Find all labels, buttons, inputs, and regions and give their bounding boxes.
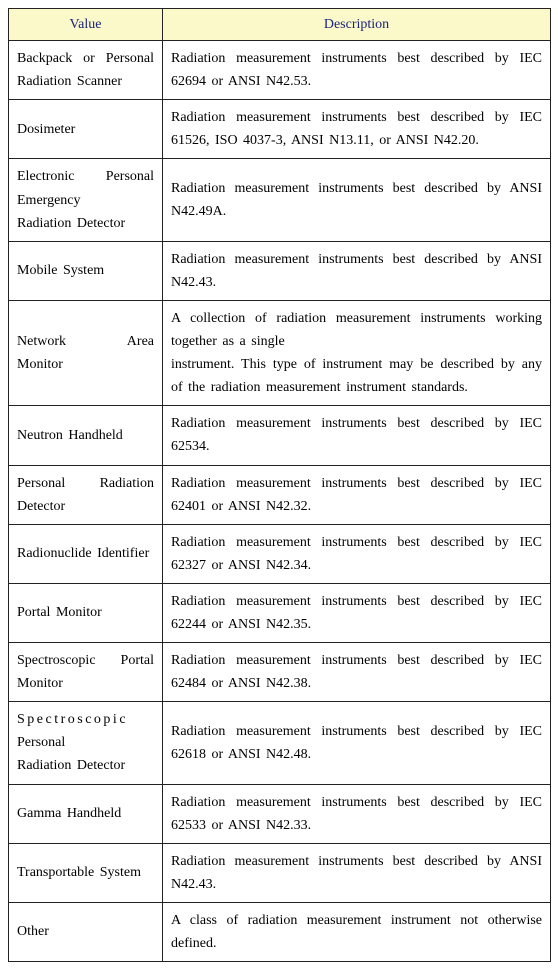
description-cell: Radiation measurement instruments best d… — [163, 241, 551, 300]
table-row: OtherA class of radiation measurement in… — [9, 902, 551, 961]
value-cell: Transportable System — [9, 843, 163, 902]
value-cell: Mobile System — [9, 241, 163, 300]
value-cell: Gamma Handheld — [9, 784, 163, 843]
table-row: Gamma HandheldRadiation measurement inst… — [9, 784, 551, 843]
col-header-description: Description — [163, 9, 551, 41]
col-header-value: Value — [9, 9, 163, 41]
table-row: Backpack or Personal Radiation ScannerRa… — [9, 41, 551, 100]
instrument-table: Value Description Backpack or Personal R… — [8, 8, 551, 962]
table-row: PersonalRadiationDetectorRadiation measu… — [9, 465, 551, 524]
value-cell: SpectroscopicPersonalRadiation Detector — [9, 702, 163, 784]
table-row: Transportable SystemRadiation measuremen… — [9, 843, 551, 902]
description-cell: Radiation measurement instruments best d… — [163, 100, 551, 159]
value-cell: Other — [9, 902, 163, 961]
description-cell: Radiation measurement instruments best d… — [163, 524, 551, 583]
description-cell: Radiation measurement instruments best d… — [163, 41, 551, 100]
value-cell: Backpack or Personal Radiation Scanner — [9, 41, 163, 100]
table-body: Backpack or Personal Radiation ScannerRa… — [9, 41, 551, 962]
description-cell: A class of radiation measurement instrum… — [163, 902, 551, 961]
table-row: NetworkAreaMonitorA collection of radiat… — [9, 300, 551, 405]
value-cell: ElectronicPersonalEmergencyRadiation Det… — [9, 159, 163, 241]
table-row: Portal MonitorRadiation measurement inst… — [9, 583, 551, 642]
description-cell: A collection of radiation measurement in… — [163, 300, 551, 405]
value-cell: PersonalRadiationDetector — [9, 465, 163, 524]
table-row: DosimeterRadiation measurement instrumen… — [9, 100, 551, 159]
description-cell: Radiation measurement instruments best d… — [163, 406, 551, 465]
value-cell: Dosimeter — [9, 100, 163, 159]
value-cell: Spectroscopic Portal Monitor — [9, 643, 163, 702]
description-cell: Radiation measurement instruments best d… — [163, 643, 551, 702]
table-header-row: Value Description — [9, 9, 551, 41]
table-row: Neutron HandheldRadiation measurement in… — [9, 406, 551, 465]
value-cell: Neutron Handheld — [9, 406, 163, 465]
table-row: Mobile SystemRadiation measurement instr… — [9, 241, 551, 300]
description-cell: Radiation measurement instruments best d… — [163, 583, 551, 642]
value-cell: NetworkAreaMonitor — [9, 300, 163, 405]
table-row: Spectroscopic Portal MonitorRadiation me… — [9, 643, 551, 702]
description-cell: Radiation measurement instruments best d… — [163, 843, 551, 902]
table-row: Radionuclide IdentifierRadiation measure… — [9, 524, 551, 583]
value-cell: Portal Monitor — [9, 583, 163, 642]
table-row: SpectroscopicPersonalRadiation DetectorR… — [9, 702, 551, 784]
value-cell: Radionuclide Identifier — [9, 524, 163, 583]
description-cell: Radiation measurement instruments best d… — [163, 702, 551, 784]
description-cell: Radiation measurement instruments best d… — [163, 159, 551, 241]
description-cell: Radiation measurement instruments best d… — [163, 465, 551, 524]
description-cell: Radiation measurement instruments best d… — [163, 784, 551, 843]
table-row: ElectronicPersonalEmergencyRadiation Det… — [9, 159, 551, 241]
